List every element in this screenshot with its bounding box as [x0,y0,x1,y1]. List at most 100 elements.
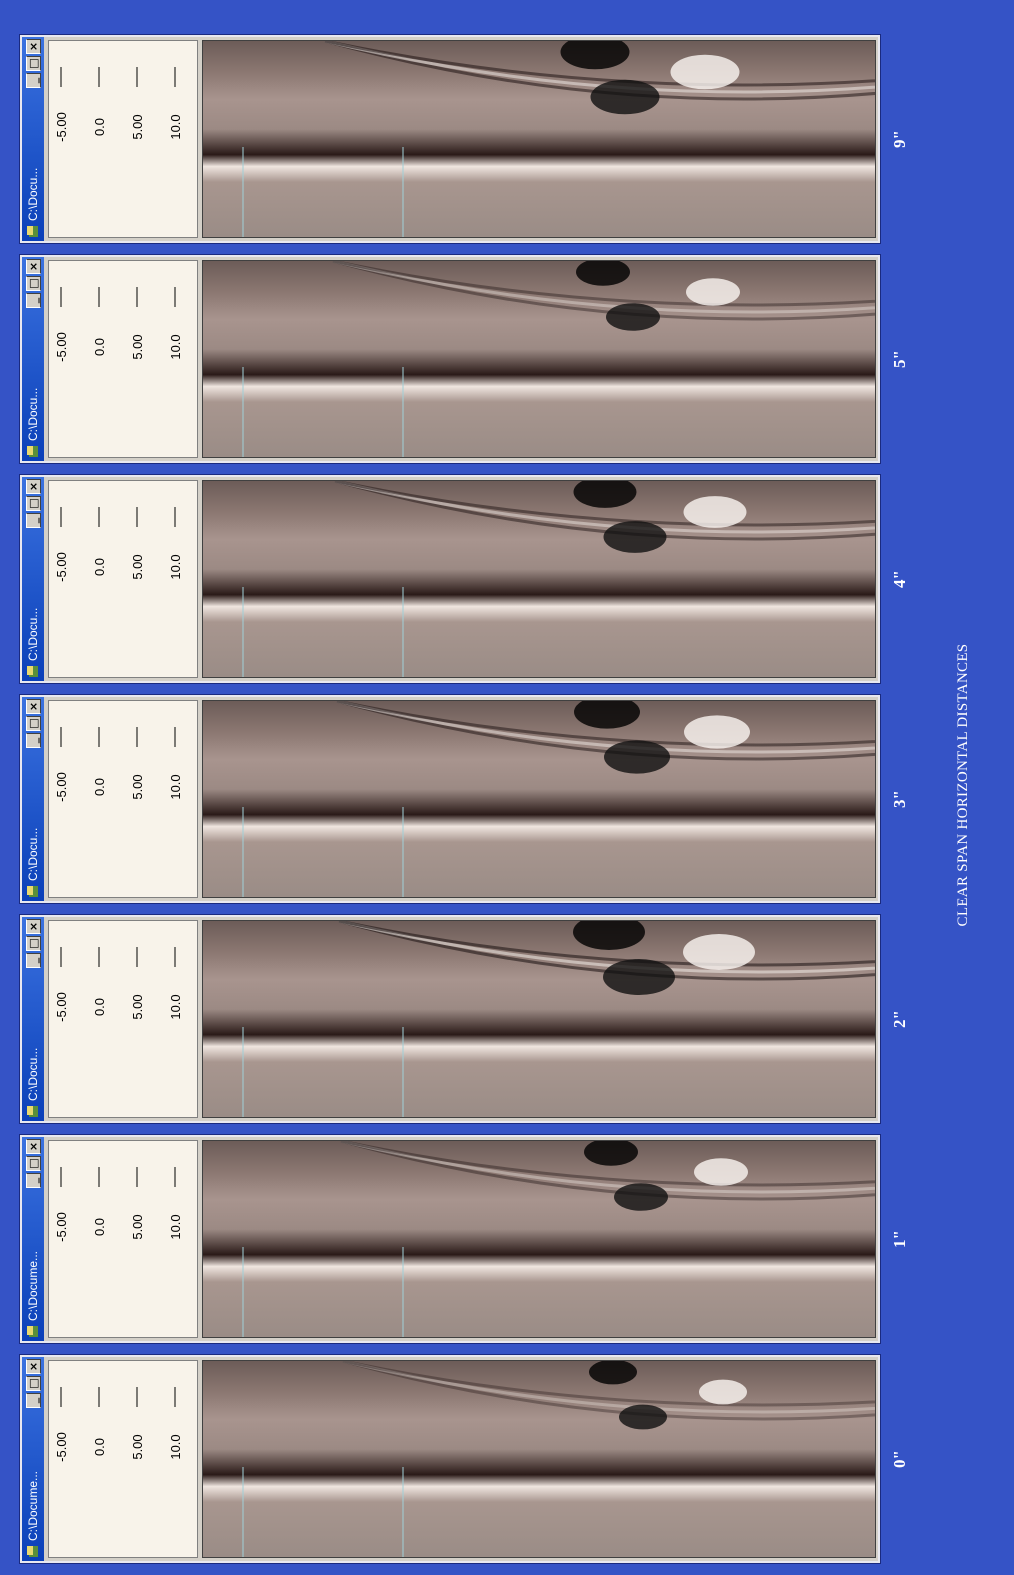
maximize-button[interactable]: □ [25,496,41,511]
scan-image [202,920,876,1118]
maximize-button[interactable]: □ [25,1156,41,1171]
window-title: C:\Docu... [26,1047,40,1101]
minimize-button[interactable]: _ [25,293,41,308]
depth-axis-ruler: -5.00 0.0 5.00 10.0 [48,1360,198,1558]
tick-label: 0.0 [92,1218,107,1236]
hyperbola-reflection [332,261,875,307]
tick-label: -5.00 [54,1432,69,1462]
tick-label: 0.0 [92,558,107,576]
window-title: C:\Docu... [26,607,40,661]
close-button[interactable]: × [25,39,41,54]
position-label: 1" [890,1230,909,1248]
maximize-button[interactable]: □ [25,1376,41,1391]
hyperbola-reflection [334,481,875,534]
minimize-button[interactable]: _ [25,1393,41,1408]
depth-axis-ruler: -5.00 0.0 5.00 10.0 [48,920,198,1118]
hyperbola-reflection [342,1361,875,1414]
radargram [203,41,875,237]
depth-axis-ruler: -5.00 0.0 5.00 10.0 [48,700,198,898]
reflection-blob [670,54,740,90]
window-titlebar[interactable]: C:\Docu... _ □ × [22,477,44,681]
scan-window-4[interactable]: C:\Docu... _ □ × -5.00 0.0 5.00 10.0 [20,475,880,683]
close-button[interactable]: × [25,1139,41,1154]
tick-label: 5.00 [130,334,145,359]
scan-window-3[interactable]: C:\Docu... _ □ × -5.00 0.0 5.00 10.0 [20,695,880,903]
position-label: 0" [890,1450,909,1468]
reflection-blob [619,1404,667,1430]
reflection-blob [603,959,675,995]
tick-label: -5.00 [54,1212,69,1242]
reflection-blob [573,921,645,950]
radargram [203,921,875,1117]
window-title: C:\Docu... [26,827,40,881]
scan-window-6[interactable]: C:\Docu... _ □ × -5.00 0.0 5.00 10.0 [20,35,880,243]
close-button[interactable]: × [25,479,41,494]
scan-window-0[interactable]: C:\Docume... _ □ × -5.00 0.0 5.00 10.0 [20,1355,880,1563]
hyperbola-reflection [332,261,875,321]
scan-image [202,40,876,238]
ruler-ticks: -5.00 0.0 5.00 10.0 [54,727,183,802]
hyperbola-reflection [336,701,875,754]
tick-label: -5.00 [54,332,69,362]
tick-label: 10.0 [168,114,183,139]
scan-window-1[interactable]: C:\Docume... _ □ × -5.00 0.0 5.00 10.0 [20,1135,880,1343]
maximize-button[interactable]: □ [25,716,41,731]
position-label: 9" [890,130,909,148]
window-titlebar[interactable]: C:\Docu... _ □ × [22,37,44,241]
depth-axis-ruler: -5.00 0.0 5.00 10.0 [48,260,198,458]
minimize-button[interactable]: _ [25,1173,41,1188]
scan-window-2[interactable]: C:\Docu... _ □ × -5.00 0.0 5.00 10.0 [20,915,880,1123]
reflection-blob [694,1158,748,1186]
window-titlebar[interactable]: C:\Docume... _ □ × [22,1137,44,1341]
hyperbola-reflection [342,1361,875,1407]
scan-background [203,1141,875,1337]
ruler-ticks: -5.00 0.0 5.00 10.0 [54,1167,183,1242]
tick-label: 10.0 [168,554,183,579]
tick-label: 10.0 [168,994,183,1019]
hyperbola-reflection [336,701,875,761]
radargram [203,481,875,677]
window-titlebar[interactable]: C:\Docu... _ □ × [22,257,44,461]
ruler-ticks: -5.00 0.0 5.00 10.0 [54,287,183,362]
app-icon [27,886,38,897]
close-button[interactable]: × [25,259,41,274]
app-icon [27,226,38,237]
scan-image [202,700,876,898]
minimize-button[interactable]: _ [25,73,41,88]
reflection-blob [590,79,660,115]
reflection-blob [576,261,630,286]
tick-label: 10.0 [168,334,183,359]
ruler-ticks: -5.00 0.0 5.00 10.0 [54,507,183,582]
close-button[interactable]: × [25,1359,41,1374]
close-button[interactable]: × [25,699,41,714]
scan-window-5[interactable]: C:\Docu... _ □ × -5.00 0.0 5.00 10.0 [20,255,880,463]
reflection-blob [573,481,637,508]
reflection-blob [560,41,630,70]
tick-label: 10.0 [168,774,183,799]
minimize-button[interactable]: _ [25,513,41,528]
tick-label: 5.00 [130,114,145,139]
window-titlebar[interactable]: C:\Docume... _ □ × [22,1357,44,1561]
hyperbola-reflection [336,701,875,747]
tick-label: 10.0 [168,1434,183,1459]
position-label: 2" [890,1010,909,1028]
minimize-button[interactable]: _ [25,953,41,968]
reflection-blob [604,740,670,774]
window-titlebar[interactable]: C:\Docu... _ □ × [22,697,44,901]
minimize-button[interactable]: _ [25,733,41,748]
tick-label: 5.00 [130,554,145,579]
hyperbola-reflection [332,261,875,314]
tick-label: -5.00 [54,992,69,1022]
hyperbola-reflection [338,921,875,981]
depth-axis-ruler: -5.00 0.0 5.00 10.0 [48,1140,198,1338]
maximize-button[interactable]: □ [25,936,41,951]
tick-label: 5.00 [130,774,145,799]
maximize-button[interactable]: □ [25,276,41,291]
close-button[interactable]: × [25,919,41,934]
hyperbola-reflection [324,41,875,94]
radargram [203,701,875,897]
tick-label: -5.00 [54,772,69,802]
tick-label: 10.0 [168,1214,183,1239]
maximize-button[interactable]: □ [25,56,41,71]
window-titlebar[interactable]: C:\Docu... _ □ × [22,917,44,1121]
